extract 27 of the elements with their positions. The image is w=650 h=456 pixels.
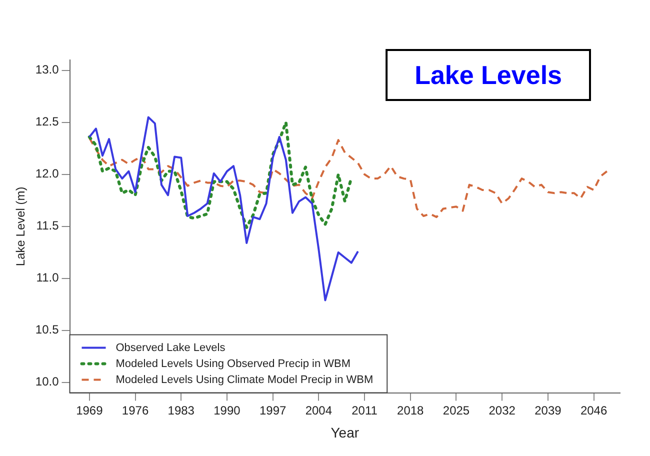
x-tick-label: 2018 [397, 403, 424, 418]
line-series [88, 120, 353, 229]
x-tick-label: 1997 [259, 403, 286, 418]
y-tick-label: 12.0 [35, 166, 60, 181]
x-tick-label: 2025 [442, 403, 470, 418]
line-series [88, 137, 608, 218]
legend-label: Modeled Levels Using Climate Model Precip in WBM [116, 374, 374, 386]
y-tick-label: 11.5 [36, 218, 60, 233]
x-tick-label: 2011 [352, 403, 378, 418]
legend-label: Observed Lake Levels [116, 342, 226, 354]
y-tick-label: 11.0 [36, 270, 60, 285]
chart-title: Lake Levels [414, 60, 562, 90]
x-tick-label: 1990 [214, 403, 241, 418]
legend-label: Modeled Levels Using Observed Precip in WBM [116, 358, 351, 370]
x-tick-label: 2039 [534, 403, 562, 418]
y-tick-label: 13.0 [35, 62, 60, 77]
x-tick-label: 2032 [488, 403, 516, 418]
x-tick-label: 1976 [122, 403, 149, 418]
x-tick-label: 2046 [580, 403, 608, 418]
x-tick-label: 1969 [76, 403, 104, 418]
y-tick-label: 10.5 [35, 322, 60, 337]
y-tick-label: 12.5 [35, 114, 60, 129]
x-tick-label: 2004 [305, 403, 332, 418]
y-axis-title: Lake Level (m) [14, 186, 28, 266]
y-tick-label: 10.0 [35, 374, 60, 389]
x-tick-label: 1983 [168, 403, 195, 418]
x-axis-title: Year [330, 424, 360, 440]
